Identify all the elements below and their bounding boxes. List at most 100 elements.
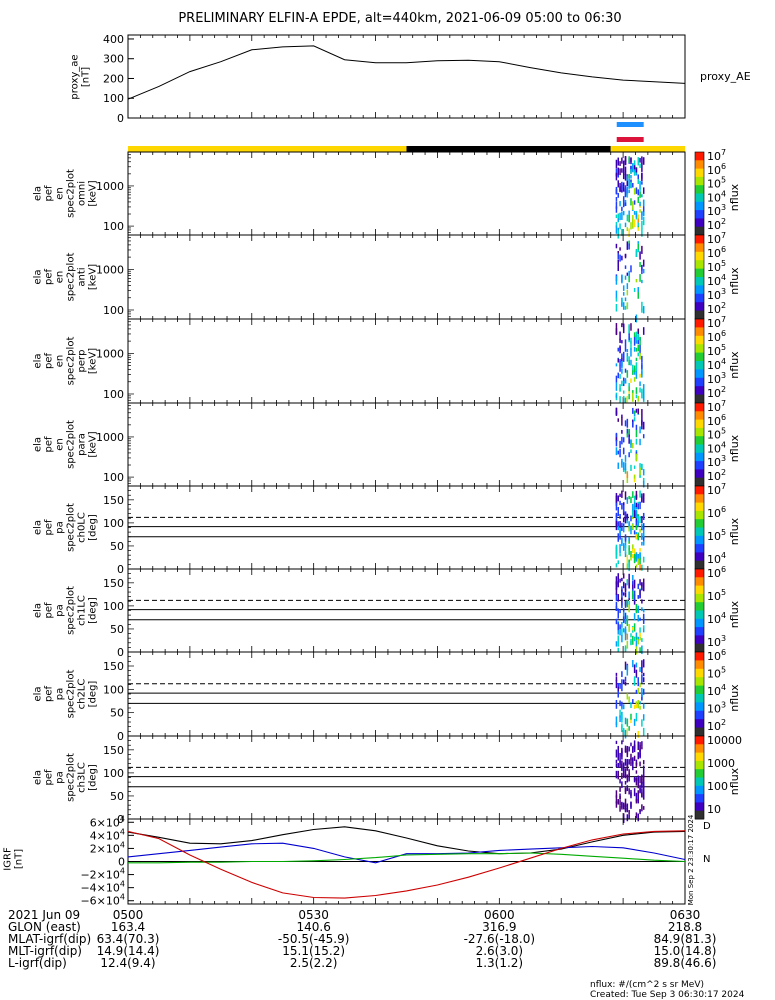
y-tick-label: 0 (117, 813, 124, 826)
colorbar-label: nflux (728, 434, 741, 462)
panel-ylabel-line: pa (55, 521, 66, 533)
spectrogram-cell (626, 175, 629, 182)
spectrogram-cell (617, 647, 620, 652)
spectrogram-cell (617, 799, 620, 805)
spectrogram-cell (642, 469, 645, 474)
spectrogram-cell (619, 624, 621, 630)
spectrogram-cell (642, 395, 645, 401)
spectrogram-cell (635, 534, 638, 540)
spectrogram-cell (635, 636, 638, 640)
spectrogram-cell (635, 453, 638, 462)
spectrogram-cell (633, 718, 636, 726)
y-tick-label: 100 (103, 220, 124, 233)
y-tick-label: 100 (103, 767, 124, 780)
spectrogram-cell (642, 616, 645, 624)
spectrogram-cell (626, 563, 629, 569)
spectrogram-cell (635, 525, 638, 529)
spectrogram-cell (639, 180, 641, 190)
spectrogram-cell (622, 573, 625, 579)
spectrogram-cell (641, 417, 643, 422)
table-cell: -27.6(-18.0) (464, 932, 535, 946)
spectrogram-cell (624, 305, 627, 310)
spectrogram-cell (626, 728, 629, 736)
ae-ylabel-line: proxy_ae (70, 54, 81, 99)
colorbar-segment (695, 235, 704, 244)
spectrogram-cell (641, 163, 643, 172)
spectrogram-cell (639, 201, 641, 207)
spectrogram-cell (641, 674, 643, 684)
spectrogram-cell (639, 528, 641, 533)
spectrogram-cell (637, 218, 640, 223)
spectrogram-cell (637, 557, 640, 565)
spectrogram-cell (628, 428, 630, 435)
spectrogram-cell (641, 212, 643, 216)
colorbar-segment (695, 710, 704, 720)
spectrogram-cell (622, 679, 625, 684)
spectrogram-cell (642, 187, 645, 194)
spectrogram-cell (637, 292, 640, 299)
spectrogram-cell (637, 553, 640, 559)
spectrogram-cell (628, 526, 630, 532)
colorbar-segment (695, 519, 704, 528)
spectrogram-cell (624, 552, 627, 558)
colorbar-segment (695, 610, 704, 620)
spectrogram-cell (622, 592, 625, 596)
colorbar-segment (695, 794, 704, 803)
spectrogram-cell (630, 702, 632, 709)
panel-ylabel-line: en (55, 187, 66, 200)
colorbar-tick-label: 107 (707, 315, 726, 330)
spectrogram-cell (621, 763, 623, 772)
spectrogram-cell (624, 768, 627, 777)
spectrogram-cell (624, 758, 627, 766)
spectrogram-cell (619, 384, 621, 392)
spectrogram-cell (621, 414, 623, 418)
y-tick-label: 0 (117, 730, 124, 743)
spectrogram-cell (642, 659, 645, 668)
spectrogram-cell (624, 462, 627, 471)
colorbar-segment (695, 361, 704, 370)
spectrogram-cell (639, 682, 641, 688)
spectrogram-cell (619, 247, 621, 251)
spectrogram-cell (619, 513, 621, 519)
spectrogram-cell (642, 727, 645, 736)
table-cell: 163.4 (111, 920, 145, 934)
spectrogram-cell (630, 359, 632, 366)
colorbar-tick-label: 104 (707, 440, 726, 455)
spectrogram-cell (637, 243, 640, 250)
colorbar-tick-label: 103 (707, 287, 726, 302)
spectrogram-cell (639, 191, 641, 198)
spectrogram-cell (632, 746, 634, 753)
spectrogram-cell (633, 210, 636, 215)
panel-ylabel-line: pef (44, 769, 55, 786)
spectrogram-cell (628, 156, 630, 164)
spectrogram-cell (633, 579, 636, 589)
ae-ylabel-line: [nT] (81, 67, 92, 87)
spectrogram-cell (641, 607, 643, 612)
spectrogram-cell (615, 275, 618, 285)
spectrogram-cell (626, 193, 629, 198)
table-cell: 15.1(15.2) (282, 944, 345, 958)
spectrogram-cell (619, 609, 621, 614)
spectrogram-cell (641, 211, 643, 220)
spectrogram-cell (619, 359, 621, 363)
spectrogram-cell (641, 779, 643, 784)
spectrogram-cell (622, 704, 625, 710)
spectrogram-cell (626, 471, 629, 479)
spectrogram-cell (622, 611, 625, 620)
spectrogram-cell (624, 254, 627, 259)
spectrogram-cell (635, 502, 638, 508)
colorbar-segment (695, 285, 704, 295)
spectrogram-cell (615, 722, 618, 728)
spectrogram-cell (633, 745, 636, 753)
spectrogram-cell (637, 227, 640, 231)
panel-frame (127, 234, 686, 320)
spectrogram-cell (642, 609, 645, 613)
colorbar-segment (695, 369, 704, 379)
spectrogram-cell (633, 777, 636, 783)
colorbar-segment (695, 452, 704, 462)
panel-ylabel-line: ela (33, 603, 44, 618)
spectrogram-cell (630, 713, 632, 720)
spectrogram-cell (617, 579, 620, 588)
spectrogram-cell (615, 618, 618, 625)
spectrogram-cell (621, 503, 623, 510)
